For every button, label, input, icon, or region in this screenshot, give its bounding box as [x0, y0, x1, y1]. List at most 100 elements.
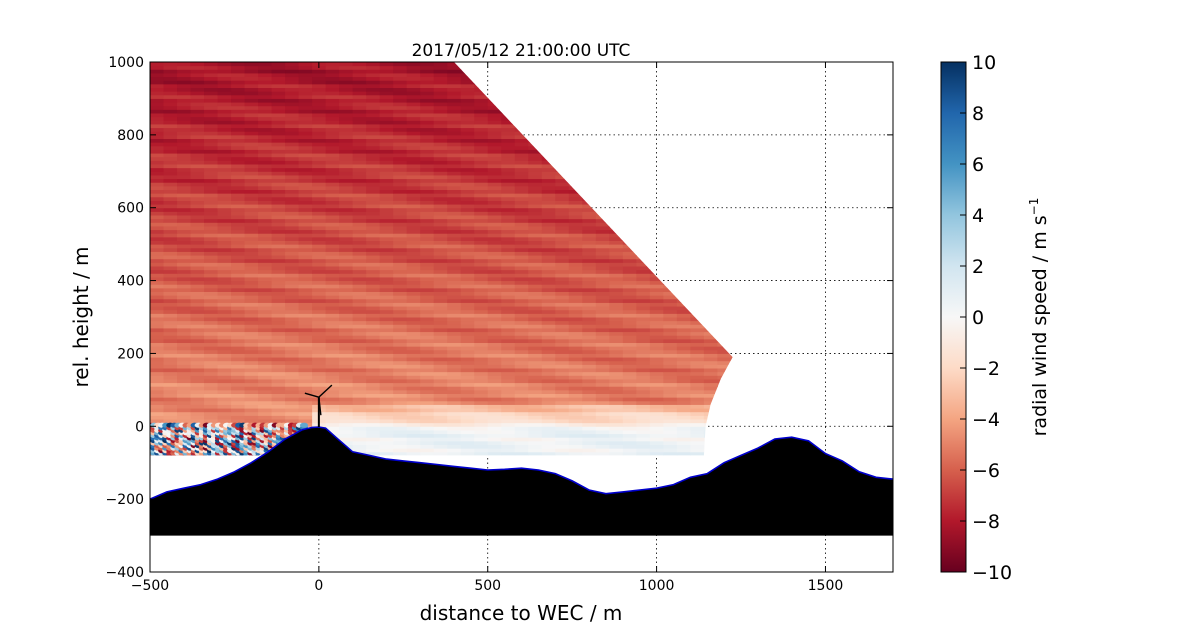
speed-cell — [231, 361, 245, 365]
speed-cell — [339, 343, 353, 347]
speed-cell — [717, 423, 731, 427]
speed-cell — [177, 168, 191, 172]
speed-cell — [407, 426, 421, 430]
speed-cell — [474, 375, 488, 379]
speed-cell — [569, 463, 583, 467]
speed-cell — [191, 357, 205, 361]
speed-cell — [447, 153, 461, 157]
speed-cell — [164, 273, 178, 277]
speed-cell — [285, 397, 299, 401]
speed-cell — [528, 117, 542, 121]
speed-cell — [569, 270, 583, 274]
speed-cell — [488, 372, 502, 376]
speed-cell — [582, 91, 596, 95]
speed-cell — [663, 401, 677, 405]
speed-cell — [258, 401, 272, 405]
speed-cell — [191, 175, 205, 179]
speed-cell — [420, 375, 434, 379]
speed-cell — [488, 153, 502, 157]
speed-cell — [582, 313, 596, 317]
speed-cell — [272, 302, 286, 306]
speed-cell — [569, 262, 583, 266]
speed-cell — [204, 233, 218, 237]
speed-cell — [731, 390, 745, 394]
speed-cell — [650, 321, 664, 325]
speed-cell — [528, 222, 542, 226]
speed-cell — [272, 383, 286, 387]
speed-cell — [312, 77, 326, 81]
speed-cell — [447, 190, 461, 194]
speed-cell — [366, 237, 380, 241]
speed-cell — [204, 153, 218, 157]
speed-cell — [407, 91, 421, 95]
speed-cell — [177, 66, 191, 70]
speed-cell — [542, 372, 556, 376]
speed-cell — [380, 448, 394, 452]
speed-cell — [353, 364, 367, 368]
speed-cell — [623, 182, 637, 186]
speed-cell — [488, 204, 502, 208]
speed-cell — [717, 142, 731, 146]
speed-cell — [461, 211, 475, 215]
speed-cell — [191, 142, 205, 146]
speed-cell — [380, 124, 394, 128]
speed-cell — [461, 80, 475, 84]
speed-cell — [380, 404, 394, 408]
speed-cell — [299, 117, 313, 121]
speed-cell — [582, 423, 596, 427]
speed-cell — [704, 292, 718, 296]
speed-cell — [528, 164, 542, 168]
speed-cell — [690, 426, 704, 430]
speed-cell — [447, 455, 461, 459]
speed-cell — [393, 215, 407, 219]
speed-cell — [690, 321, 704, 325]
speed-cell — [285, 372, 299, 376]
speed-cell — [299, 306, 313, 310]
speed-cell — [285, 131, 299, 135]
speed-cell — [177, 171, 191, 175]
speed-cell — [609, 343, 623, 347]
speed-cell — [677, 113, 691, 117]
speed-cell — [380, 131, 394, 135]
speed-cell — [663, 190, 677, 194]
speed-cell — [596, 463, 610, 467]
speed-cell — [609, 262, 623, 266]
speed-cell — [407, 394, 421, 398]
speed-cell — [704, 241, 718, 245]
speed-cell — [596, 135, 610, 139]
speed-cell — [312, 120, 326, 124]
speed-cell — [488, 419, 502, 423]
speed-cell — [326, 270, 340, 274]
speed-cell — [717, 77, 731, 81]
speed-cell — [353, 332, 367, 336]
speed-cell — [312, 149, 326, 153]
speed-cell — [434, 306, 448, 310]
speed-cell — [461, 390, 475, 394]
speed-cell — [258, 157, 272, 161]
speed-cell — [488, 128, 502, 132]
speed-cell — [731, 295, 745, 299]
speed-cell — [555, 332, 569, 336]
speed-cell — [636, 302, 650, 306]
speed-cell — [528, 463, 542, 467]
speed-cell — [515, 124, 529, 128]
speed-cell — [569, 171, 583, 175]
speed-cell — [326, 91, 340, 95]
speed-cell — [177, 397, 191, 401]
speed-cell — [380, 277, 394, 281]
speed-cell — [447, 142, 461, 146]
speed-cell — [582, 131, 596, 135]
speed-cell — [407, 197, 421, 201]
speed-cell — [690, 361, 704, 365]
speed-cell — [542, 270, 556, 274]
speed-cell — [717, 390, 731, 394]
speed-cell — [461, 302, 475, 306]
speed-cell — [609, 109, 623, 113]
speed-cell — [663, 102, 677, 106]
speed-cell — [488, 113, 502, 117]
speed-cell — [515, 146, 529, 150]
speed-cell — [353, 186, 367, 190]
speed-cell — [434, 168, 448, 172]
speed-cell — [515, 426, 529, 430]
speed-cell — [150, 390, 164, 394]
